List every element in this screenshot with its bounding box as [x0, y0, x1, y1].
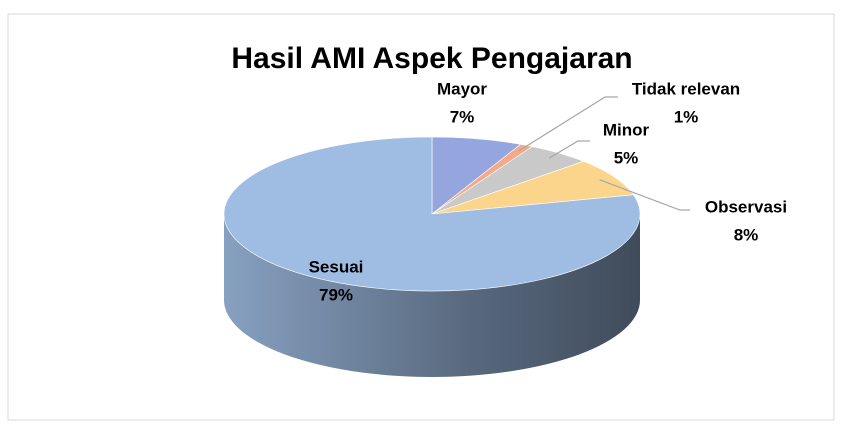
data-label-name: Minor [603, 120, 650, 139]
pie-slice [431, 160, 635, 215]
data-label-value: 5% [614, 148, 639, 167]
data-label-name: Sesuai [309, 257, 364, 276]
data-label-name: Tidak relevan [632, 79, 740, 98]
chart-title: Hasil AMI Aspek Pengajaran [231, 42, 632, 75]
data-label-name: Observasi [705, 197, 787, 216]
pie-slice [223, 136, 641, 292]
data-label-value: 8% [734, 225, 759, 244]
leader-line [518, 96, 618, 152]
data-label-value: 7% [450, 107, 475, 126]
leader-line [599, 179, 690, 211]
leader-line [548, 140, 590, 159]
pie-side-shade [224, 214, 640, 377]
data-label-name: Mayor [437, 79, 487, 98]
data-label-value: 79% [319, 285, 353, 304]
data-label-value: 1% [674, 107, 699, 126]
